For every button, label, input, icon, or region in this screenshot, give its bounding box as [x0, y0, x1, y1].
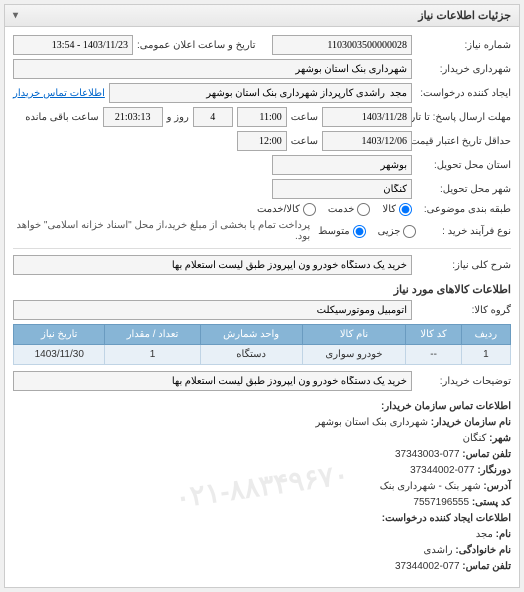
contact-link[interactable]: اطلاعات تماس خریدار — [13, 88, 105, 99]
panel-title: جزئیات اطلاعات نیاز — [418, 9, 511, 22]
th-unit: واحد شمارش — [200, 325, 302, 345]
details-panel: جزئیات اطلاعات نیاز ▾ شماره نیاز: تاریخ … — [4, 4, 520, 588]
radio-small-input[interactable] — [403, 225, 416, 238]
td-name: خودرو سواری — [302, 345, 406, 365]
creator-input — [109, 83, 412, 103]
td-row: 1 — [461, 345, 510, 365]
collapse-icon[interactable]: ▾ — [13, 10, 18, 21]
postal-label: کد پستی: — [472, 497, 511, 508]
need-number-input — [272, 35, 412, 55]
td-code: -- — [406, 345, 461, 365]
req-creator-title: اطلاعات ایجاد کننده درخواست: — [382, 513, 511, 524]
process-label: نوع فرآیند خرید : — [420, 226, 511, 237]
fname: مجد — [476, 529, 493, 540]
td-qty: 1 — [105, 345, 200, 365]
divider — [13, 248, 511, 249]
org-name-label: نام سازمان خریدار: — [431, 417, 511, 428]
address-label: آدرس: — [483, 481, 511, 492]
radio-service[interactable]: خدمت — [328, 203, 371, 216]
remain-suffix: ساعت باقی مانده — [25, 112, 98, 123]
time-label-2: ساعت — [291, 136, 318, 147]
remain-time-input — [103, 107, 163, 127]
city-input — [272, 179, 412, 199]
td-unit: دستگاه — [200, 345, 302, 365]
th-qty: تعداد / مقدار — [105, 325, 200, 345]
table-header-row: ردیف کد کالا نام کالا واحد شمارش تعداد /… — [14, 325, 511, 345]
process-note: پرداخت تمام یا بخشی از مبلغ خرید،از محل … — [13, 220, 310, 242]
panel-header: جزئیات اطلاعات نیاز ▾ — [5, 5, 519, 27]
c-city-label: شهر: — [489, 433, 511, 444]
time-label-1: ساعت — [291, 112, 318, 123]
city-label: شهر محل تحویل: — [416, 184, 511, 195]
fax-label: دورنگار: — [477, 465, 511, 476]
radio-goods-service-input[interactable] — [303, 203, 316, 216]
goods-table: ردیف کد کالا نام کالا واحد شمارش تعداد /… — [13, 324, 511, 365]
deadline-time-input — [237, 107, 287, 127]
process-radio-group: جزیی متوسط — [318, 225, 416, 238]
radio-service-input[interactable] — [357, 203, 370, 216]
goods-title: اطلاعات کالاهای مورد نیاز — [13, 283, 511, 296]
contact-title: اطلاعات تماس سازمان خریدار: — [381, 401, 511, 412]
desc-label: شرح کلی نیاز: — [416, 260, 511, 271]
contact-block: ۰۲۱-۸۸۳۴۹۶۷۰ اطلاعات تماس سازمان خریدار:… — [13, 395, 511, 579]
need-number-label: شماره نیاز: — [416, 40, 511, 51]
buyer-input — [13, 59, 412, 79]
fax: 077-37344002 — [410, 465, 475, 476]
lname-label: نام خانوادگی: — [455, 545, 511, 556]
address: شهر بنک - شهرداری بنک — [380, 481, 481, 492]
announce-input — [13, 35, 133, 55]
lname: راشدی — [424, 545, 453, 556]
validity-time-input — [237, 131, 287, 151]
th-code: کد کالا — [406, 325, 461, 345]
cphone-label: تلفن تماس: — [462, 561, 511, 572]
radio-goods-input[interactable] — [399, 203, 412, 216]
deadline-date-input — [322, 107, 412, 127]
category-label: طبقه بندی موضوعی: — [416, 204, 511, 215]
org-name: شهرداری بنک استان بوشهر — [315, 417, 428, 428]
creator-label: ایجاد کننده درخواست: — [416, 88, 511, 99]
buyer-label: شهرداری خریدار: — [416, 64, 511, 75]
radio-goods-service[interactable]: کالا/خدمت — [257, 203, 316, 216]
deadline-label: مهلت ارسال پاسخ: تا تاریخ: — [416, 112, 511, 123]
panel-body: شماره نیاز: تاریخ و ساعت اعلان عمومی: شه… — [5, 27, 519, 587]
province-label: استان محل تحویل: — [416, 160, 511, 171]
announce-label: تاریخ و ساعت اعلان عمومی: — [137, 40, 256, 51]
phone-label: تلفن تماس: — [462, 449, 511, 460]
phone: 077-37343003 — [395, 449, 460, 460]
cphone: 077-37344002 — [395, 561, 460, 572]
category-radio-group: کالا خدمت کالا/خدمت — [257, 203, 412, 216]
buyer-notes-input — [13, 371, 412, 391]
th-name: نام کالا — [302, 325, 406, 345]
table-row: 1 -- خودرو سواری دستگاه 1 1403/11/30 — [14, 345, 511, 365]
fname-label: نام: — [496, 529, 511, 540]
buyer-notes-label: توضیحات خریدار: — [416, 376, 511, 387]
desc-input — [13, 255, 412, 275]
radio-medium[interactable]: متوسط — [318, 225, 365, 238]
remain-sep: روز و — [167, 112, 189, 123]
th-date: تاریخ نیاز — [14, 325, 105, 345]
postal: 7557196555 — [413, 497, 469, 508]
radio-medium-input[interactable] — [353, 225, 366, 238]
validity-label: حداقل تاریخ اعتبار قیمت: تا تاریخ: — [416, 136, 511, 147]
validity-date-input — [322, 131, 412, 151]
group-input — [13, 300, 412, 320]
remain-days-input — [193, 107, 233, 127]
group-label: گروه کالا: — [416, 305, 511, 316]
radio-small[interactable]: جزیی — [378, 225, 417, 238]
th-row: ردیف — [461, 325, 510, 345]
radio-goods[interactable]: کالا — [382, 203, 412, 216]
td-date: 1403/11/30 — [14, 345, 105, 365]
province-input — [272, 155, 412, 175]
c-city: کنگان — [463, 433, 487, 444]
